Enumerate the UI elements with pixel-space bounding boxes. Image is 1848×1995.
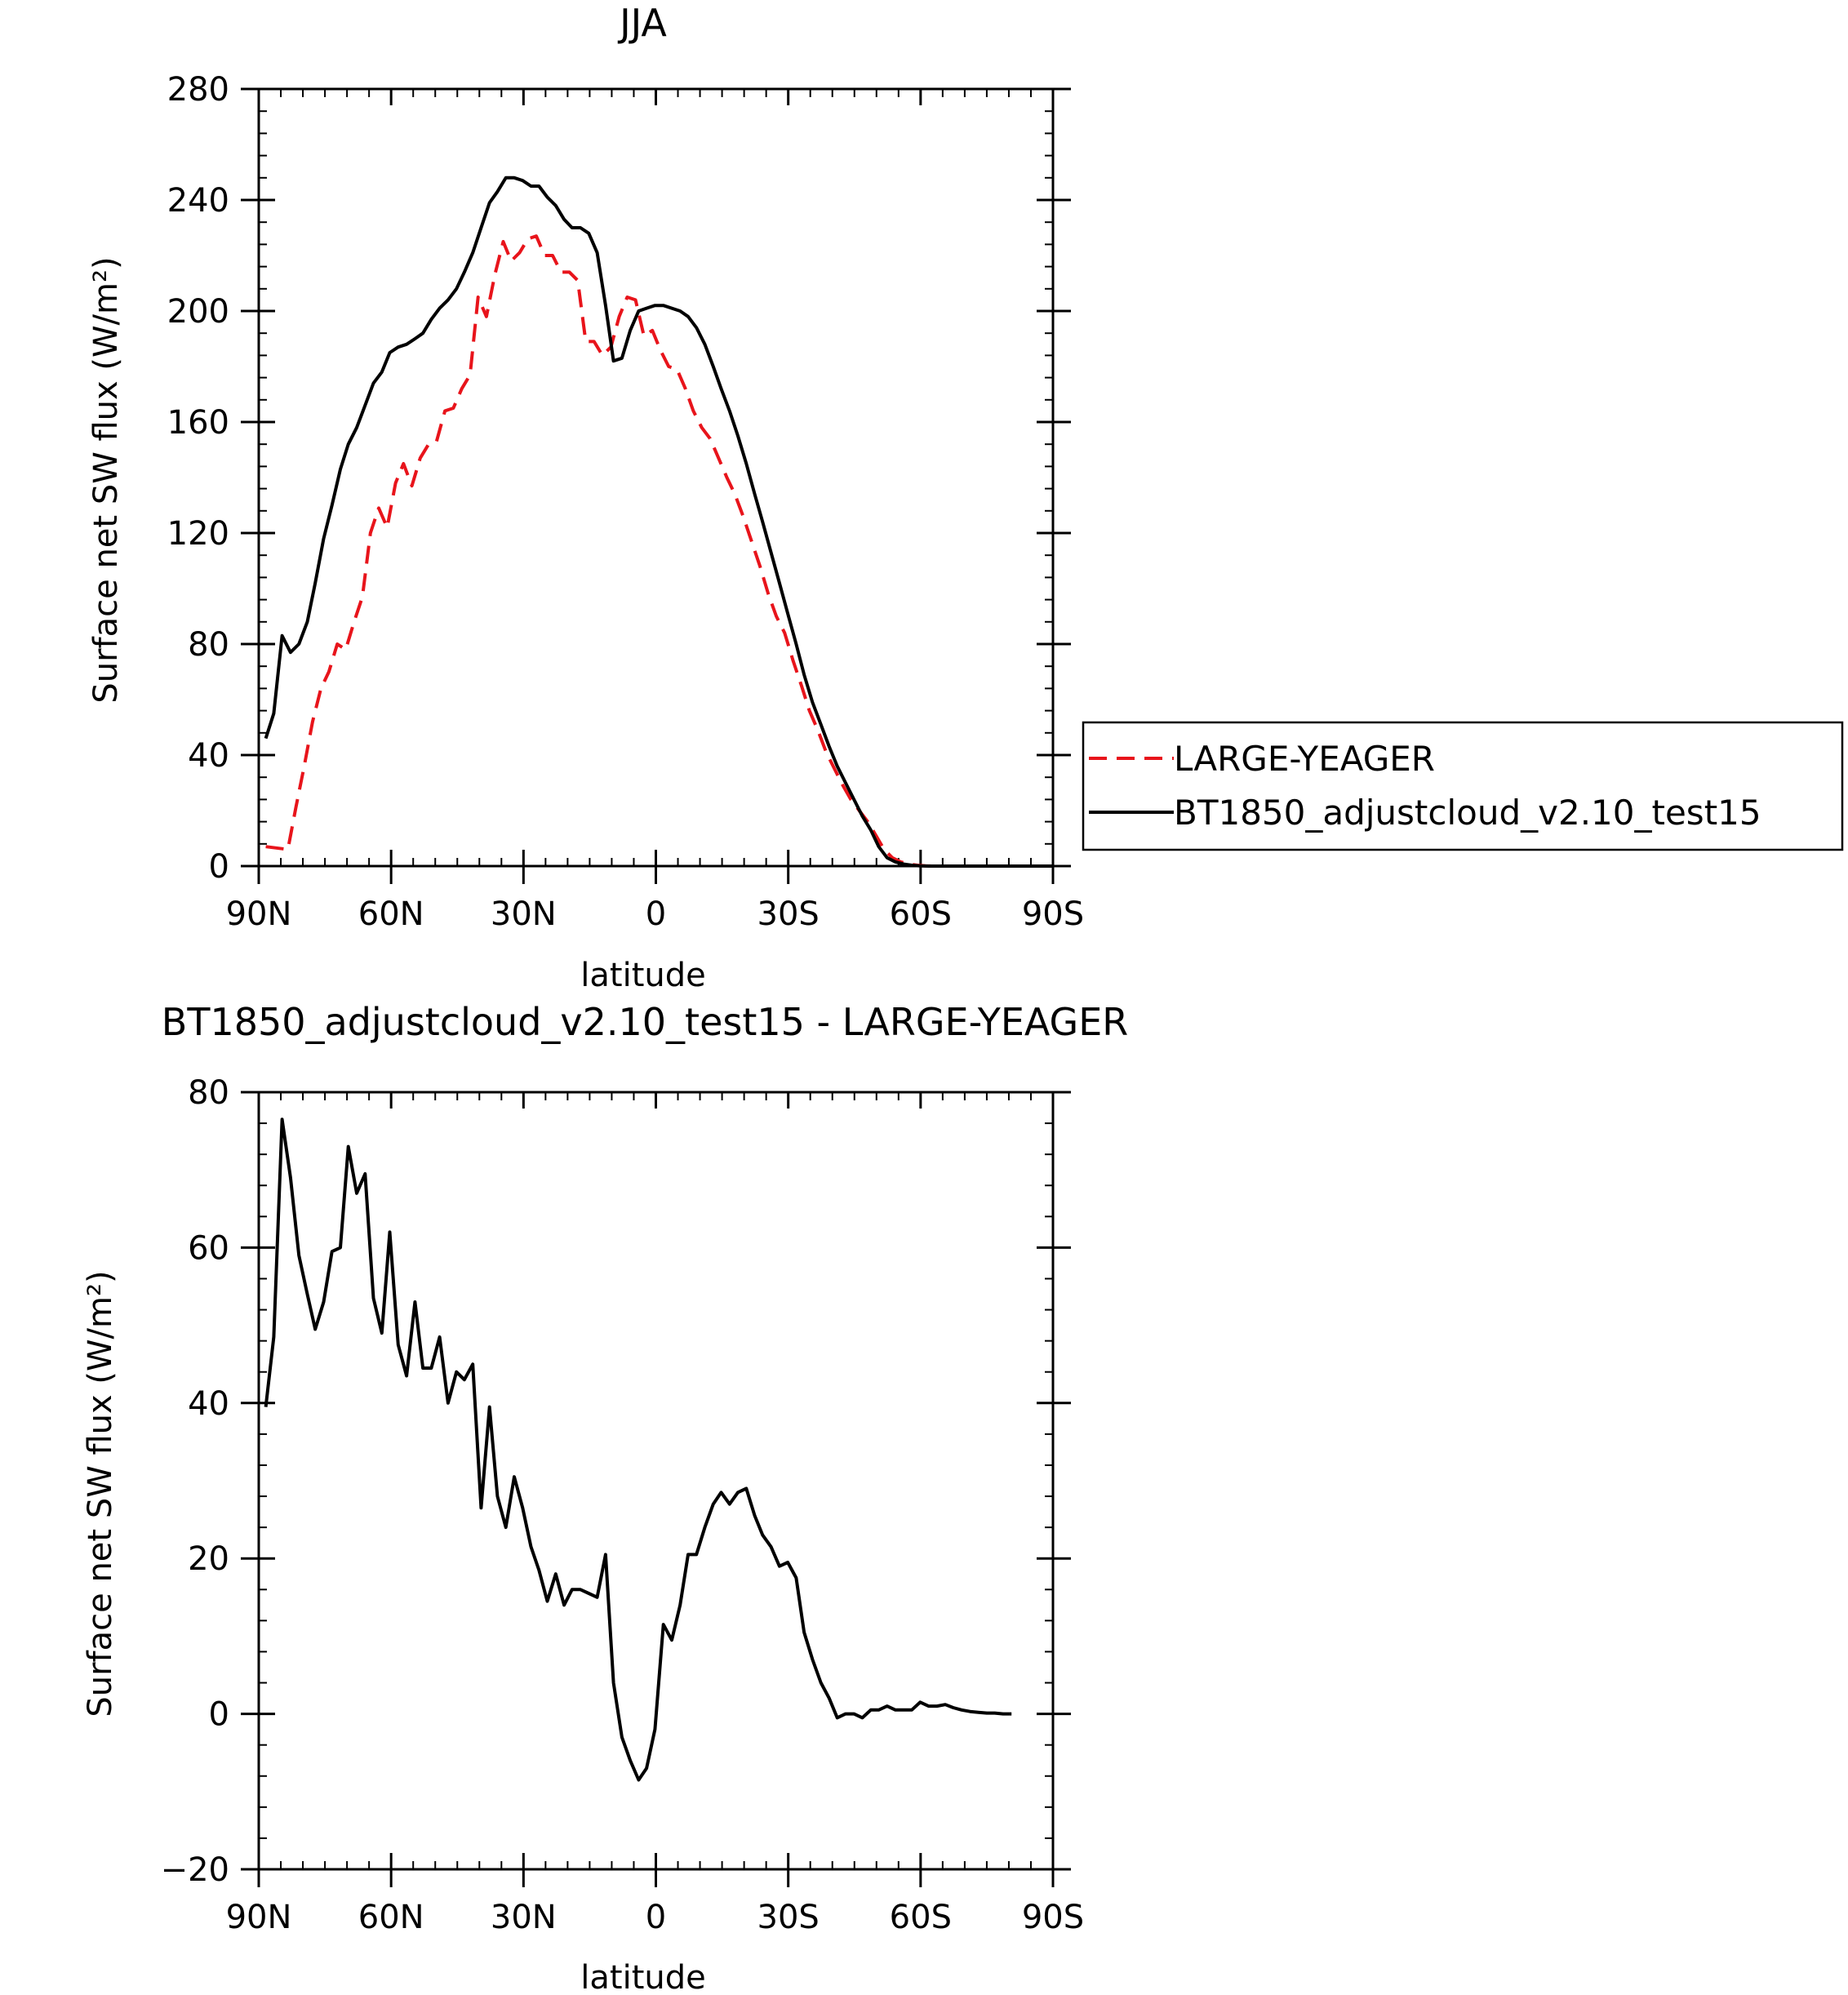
bottom-panel: BT1850_adjustcloud_v2.10_test15 - LARGE-… — [82, 1000, 1128, 1995]
top-y-tick-label: 200 — [167, 293, 229, 331]
bottom-y-tick-label: 80 — [188, 1074, 229, 1112]
top-y-tick-label: 0 — [209, 848, 229, 886]
top-panel-title: JJA — [617, 1, 667, 45]
legend-box — [1082, 721, 1844, 851]
top-plot-frame — [257, 87, 1055, 868]
top-series-line-large-yeager — [265, 234, 1053, 868]
bottom-x-tick-label: 60N — [358, 1899, 424, 1936]
top-y-tick-label: 240 — [167, 182, 229, 220]
top-y-tick-label: 280 — [167, 71, 229, 109]
bottom-x-axis-title: latitude — [580, 1959, 705, 1995]
bottom-y-tick-label: 0 — [209, 1696, 229, 1734]
top-panel: JJA 90N 60N 30N 0 30S 60S 90S 0 40 80 120 160 200 240… — [87, 1, 1084, 994]
top-y-tick-label: 80 — [188, 626, 229, 664]
top-x-axis-title: latitude — [580, 957, 705, 994]
top-x-tick-label: 0 — [646, 895, 666, 933]
bottom-x-tick-label: 90N — [226, 1899, 292, 1936]
legend: LARGE-YEAGER BT1850_adjustcloud_v2.10_te… — [1082, 721, 1844, 851]
bottom-x-tick-label: 0 — [646, 1899, 666, 1936]
top-x-tick-label: 30S — [757, 895, 820, 933]
top-x-tick-label: 90N — [226, 895, 292, 933]
bottom-series-line-0 — [264, 1117, 1012, 1782]
bottom-x-tick-label: 90S — [1022, 1899, 1084, 1936]
top-panel-marks: 90N 60N 30N 0 30S 60S 90S 0 40 80 120 160 200 240 280 — [167, 71, 1085, 933]
top-series-line-bt1850-adjustcloud-v2-10-test15 — [264, 176, 1053, 868]
bottom-x-tick-label: 30S — [757, 1899, 820, 1936]
bottom-x-tick-label: 30N — [491, 1899, 557, 1936]
top-y-tick-label: 40 — [188, 737, 229, 775]
bottom-y-tick-label: 20 — [188, 1540, 229, 1578]
top-x-tick-label: 60S — [890, 895, 952, 933]
bottom-panel-marks: 90N 60N 30N 0 30S 60S 90S −20 0 20 40 60 80 — [161, 1074, 1085, 1936]
bottom-x-tick-label: 60S — [890, 1899, 952, 1936]
legend-label-bt1850: BT1850_adjustcloud_v2.10_test15 — [1174, 793, 1761, 833]
top-y-axis-title: Surface net SW flux (W/m²) — [87, 256, 125, 703]
bottom-y-tick-label: −20 — [161, 1851, 229, 1889]
top-y-tick-label: 120 — [167, 515, 229, 553]
bottom-panel-title: BT1850_adjustcloud_v2.10_test15 - LARGE-… — [162, 1000, 1128, 1044]
top-x-tick-label: 30N — [491, 895, 557, 933]
bottom-y-axis-title: Surface net SW flux (W/m²) — [82, 1270, 119, 1717]
top-y-tick-label: 160 — [167, 404, 229, 442]
bottom-y-tick-label: 60 — [188, 1229, 229, 1267]
bottom-y-tick-label: 40 — [188, 1385, 229, 1423]
bottom-plot-frame — [257, 1091, 1055, 1871]
legend-label-large-yeager: LARGE-YEAGER — [1174, 739, 1435, 779]
top-x-tick-label: 90S — [1022, 895, 1084, 933]
top-x-tick-label: 60N — [358, 895, 424, 933]
